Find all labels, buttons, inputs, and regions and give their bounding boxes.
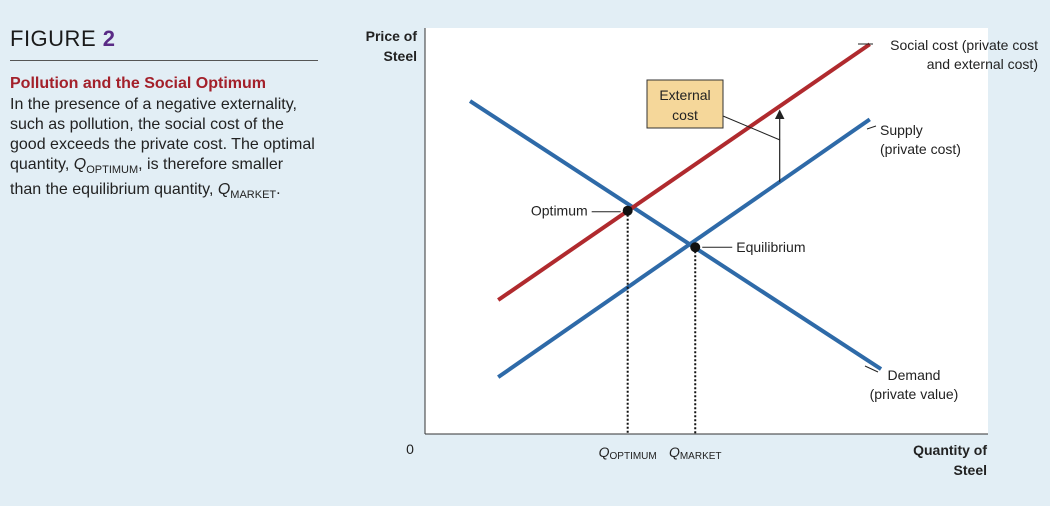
supply-leader bbox=[866, 125, 877, 130]
figure-title: Pollution and the Social Optimum bbox=[10, 75, 267, 92]
q-optimum-tick-label: QOPTIMUM bbox=[599, 444, 657, 462]
x-axis-title-line: Steel bbox=[954, 462, 987, 478]
social-cost-label-line: Social cost (private cost bbox=[890, 37, 1038, 53]
y-axis-title-line: Price of bbox=[366, 28, 418, 44]
origin-label: 0 bbox=[406, 441, 414, 457]
description-part-1: In the presence of a negative externalit… bbox=[10, 96, 315, 173]
x-axis-title: Quantity of Steel bbox=[913, 442, 987, 478]
external-cost-label-line: cost bbox=[672, 107, 698, 123]
q-subscript: MARKET bbox=[680, 451, 722, 462]
figure-caption: FIGURE 2 Pollution and the Social Optimu… bbox=[10, 26, 318, 205]
q-symbol: Q bbox=[669, 444, 680, 460]
q-market-tick-label: QMARKET bbox=[669, 444, 722, 462]
figure-description: In the presence of a negative externalit… bbox=[10, 95, 318, 205]
supply-label: Supply (private cost) bbox=[880, 122, 961, 157]
q-market-subscript: MARKET bbox=[230, 189, 277, 202]
supply-curve bbox=[497, 117, 871, 379]
figure-label: FIGURE bbox=[10, 26, 97, 51]
q-optimum-subscript: OPTIMUM bbox=[86, 164, 139, 177]
x-axis-title-line: Quantity of bbox=[913, 442, 987, 458]
demand-label: Demand (private value) bbox=[870, 367, 959, 402]
y-axis-title: Price of Steel bbox=[366, 28, 418, 64]
social-cost-curve bbox=[497, 42, 871, 302]
optimum-label: Optimum bbox=[531, 203, 588, 219]
description-end: . bbox=[276, 181, 281, 199]
q-market-symbol: Q bbox=[217, 181, 231, 199]
q-subscript: OPTIMUM bbox=[610, 451, 657, 462]
figure-number: 2 bbox=[102, 26, 116, 51]
supply-label-line: (private cost) bbox=[880, 141, 961, 157]
chart-annotations bbox=[591, 43, 879, 434]
external-cost-label-line: External bbox=[659, 87, 710, 103]
q-optimum-symbol: Q bbox=[73, 156, 87, 173]
demand-leader bbox=[864, 365, 879, 373]
equilibrium-point bbox=[690, 242, 701, 253]
optimum-point bbox=[622, 205, 633, 216]
figure-heading: FIGURE 2 bbox=[10, 26, 318, 61]
external-cost-leader bbox=[722, 115, 781, 141]
social-cost-label: Social cost (private cost and external co… bbox=[890, 37, 1038, 72]
chart-labels: Optimum Equilibrium External cost Social cos… bbox=[366, 28, 1038, 478]
external-cost-label: External cost bbox=[659, 87, 710, 123]
social-cost-label-line: and external cost) bbox=[927, 56, 1038, 72]
demand-label-line: (private value) bbox=[870, 386, 959, 402]
description-part-2: , is therefore smaller than the equilibr… bbox=[10, 156, 284, 199]
equilibrium-label: Equilibrium bbox=[736, 239, 805, 255]
q-symbol: Q bbox=[599, 444, 610, 460]
series-lines bbox=[468, 42, 883, 379]
demand-label-line: Demand bbox=[888, 367, 941, 383]
external-cost-box bbox=[646, 79, 724, 129]
y-axis-title-line: Steel bbox=[384, 48, 417, 64]
supply-label-line: Supply bbox=[880, 122, 923, 138]
demand-curve bbox=[468, 99, 883, 371]
